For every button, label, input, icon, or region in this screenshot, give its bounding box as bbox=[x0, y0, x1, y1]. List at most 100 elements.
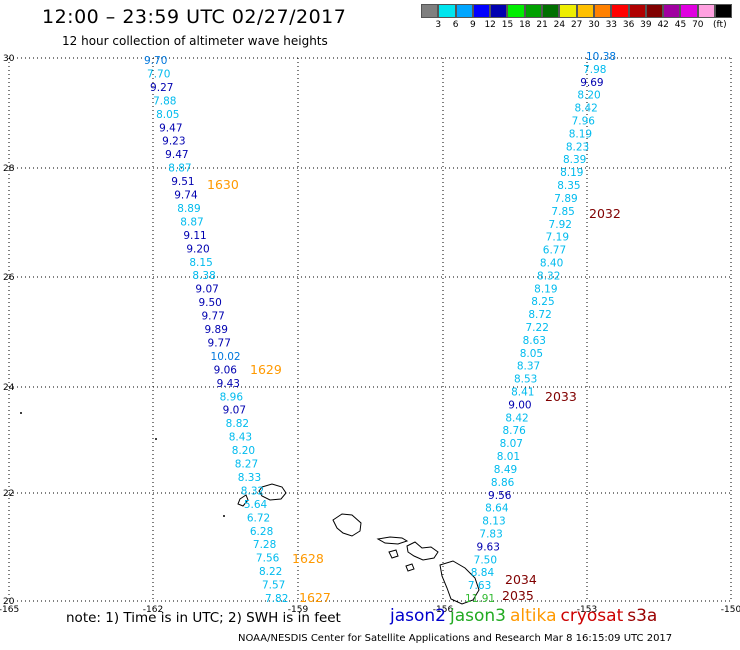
wave-height-value: 7.50 bbox=[474, 554, 497, 566]
wave-height-value: 5.64 bbox=[244, 499, 268, 511]
y-tick-label: 20 bbox=[3, 597, 15, 607]
wave-height-value: 8.25 bbox=[531, 296, 554, 308]
island-lanai bbox=[388, 549, 399, 559]
wave-height-value: 8.19 bbox=[560, 167, 583, 179]
small-island-dot bbox=[223, 515, 225, 517]
wave-height-value: 7.98 bbox=[583, 64, 606, 76]
island-niihau bbox=[237, 494, 249, 507]
wave-height-value: 7.85 bbox=[551, 206, 574, 218]
legend-value-label: 12 bbox=[484, 20, 496, 30]
pass-number-label: 1628 bbox=[292, 551, 324, 566]
wave-height-value: 8.13 bbox=[482, 516, 505, 528]
wave-height-value: 7.83 bbox=[479, 528, 502, 540]
wave-height-value: 9.77 bbox=[208, 337, 231, 349]
legend-value-label: 15 bbox=[501, 20, 514, 30]
wave-height-value: 9.69 bbox=[580, 77, 603, 89]
wave-height-value: 9.74 bbox=[174, 190, 198, 202]
x-tick-label: -162 bbox=[143, 605, 163, 615]
wave-height-value: 8.15 bbox=[189, 257, 212, 269]
wave-height-value: 9.07 bbox=[195, 284, 218, 296]
y-tick-label: 28 bbox=[3, 164, 15, 174]
wave-height-value: 6.72 bbox=[247, 512, 270, 524]
wave-height-value: 9.20 bbox=[186, 243, 209, 255]
x-tick-label: -159 bbox=[288, 605, 309, 615]
wave-height-value: 9.23 bbox=[162, 136, 185, 148]
wave-height-value: 8.35 bbox=[557, 180, 580, 192]
wave-height-value: 8.43 bbox=[229, 432, 252, 444]
legend-swatch bbox=[559, 4, 577, 18]
legend-swatch bbox=[542, 4, 560, 18]
pass-number-label: 2034 bbox=[505, 572, 537, 587]
wave-height-value: 8.19 bbox=[534, 283, 557, 295]
legend-value-label: 45 bbox=[674, 20, 687, 30]
wave-height-value: 8.33 bbox=[238, 472, 261, 484]
wave-height-value: 10.02 bbox=[211, 351, 241, 363]
satellite-name-altika: altika bbox=[510, 606, 557, 626]
wave-height-value: 9.77 bbox=[201, 311, 224, 323]
wave-height-value: 9.63 bbox=[477, 541, 500, 553]
legend-unit-label: (ft) bbox=[713, 20, 727, 30]
island-kahoolawe bbox=[405, 563, 415, 572]
wave-height-value: 8.05 bbox=[520, 348, 543, 360]
wave-height-value: 9.50 bbox=[198, 297, 221, 309]
legend-swatch bbox=[680, 4, 698, 18]
wave-height-value: 7.70 bbox=[147, 68, 170, 80]
legend-swatch bbox=[524, 4, 543, 18]
wave-height-value: 7.88 bbox=[153, 95, 176, 107]
legend-value-label: 27 bbox=[570, 20, 583, 30]
legend-value-label: 6 bbox=[452, 20, 459, 30]
island-oahu bbox=[332, 513, 362, 537]
island-hawaii bbox=[439, 560, 480, 605]
wave-height-value: 7.56 bbox=[256, 553, 280, 565]
wave-height-value: 8.32 bbox=[537, 270, 560, 282]
map-title: 12:00 – 23:59 UTC 02/27/2017 bbox=[42, 6, 347, 28]
small-island-dot bbox=[155, 438, 157, 440]
legend-swatch bbox=[628, 4, 646, 18]
satellite-name-cryosat: cryosat bbox=[560, 606, 624, 626]
wave-height-value: 8.05 bbox=[156, 109, 179, 121]
legend-value-label: 33 bbox=[605, 20, 618, 30]
legend-swatch bbox=[645, 4, 664, 18]
wave-height-value: 9.00 bbox=[508, 399, 531, 411]
legend-swatch bbox=[593, 4, 612, 18]
wave-height-value: 8.84 bbox=[471, 567, 495, 579]
wave-height-value: 8.86 bbox=[491, 477, 515, 489]
small-island-dot bbox=[20, 412, 22, 414]
wave-height-value: 7.89 bbox=[554, 193, 577, 205]
satellite-name-s3a: s3a bbox=[627, 606, 658, 626]
wave-height-value: 8.23 bbox=[566, 141, 589, 153]
x-tick-label: -153 bbox=[577, 605, 597, 615]
legend-value-label: 30 bbox=[588, 20, 600, 30]
wave-height-value: 8.87 bbox=[168, 163, 191, 175]
hawaiian-islands bbox=[20, 412, 480, 605]
wave-height-value: 8.20 bbox=[577, 90, 600, 102]
legend-swatch bbox=[611, 4, 629, 18]
wave-height-value: 9.27 bbox=[150, 82, 173, 94]
legend-swatch bbox=[472, 4, 491, 18]
wave-height-value: 8.72 bbox=[528, 309, 551, 321]
credit-line: NOAA/NESDIS Center for Satellite Applica… bbox=[238, 633, 673, 644]
wave-height-value: 9.47 bbox=[159, 122, 182, 134]
pass-number-label: 1629 bbox=[250, 362, 282, 377]
wave-height-value: 9.51 bbox=[171, 176, 194, 188]
wave-height-value: 7.96 bbox=[572, 116, 596, 128]
legend-value-label: 42 bbox=[657, 20, 669, 30]
wave-height-value: 8.96 bbox=[220, 391, 244, 403]
legend-swatch bbox=[455, 4, 473, 18]
legend-swatch bbox=[697, 4, 716, 18]
wave-height-value: 8.19 bbox=[569, 128, 592, 140]
legend-swatch bbox=[663, 4, 681, 18]
wave-height-value: 8.38 bbox=[192, 270, 215, 282]
map-grid: -165-162-159-156-153-150302826242220 bbox=[0, 54, 740, 615]
legend-swatch bbox=[507, 4, 525, 18]
legend-value-label: 24 bbox=[553, 20, 566, 30]
wave-height-value: 9.47 bbox=[165, 149, 188, 161]
wave-height-value: 8.40 bbox=[540, 257, 563, 269]
wave-height-value: 8.07 bbox=[500, 438, 523, 450]
legend-value-label: 36 bbox=[622, 20, 635, 30]
legend-swatch bbox=[715, 4, 733, 18]
wave-height-value: 8.42 bbox=[505, 412, 528, 424]
wave-height-value: 8.87 bbox=[180, 216, 203, 228]
island-molokai bbox=[376, 536, 409, 545]
